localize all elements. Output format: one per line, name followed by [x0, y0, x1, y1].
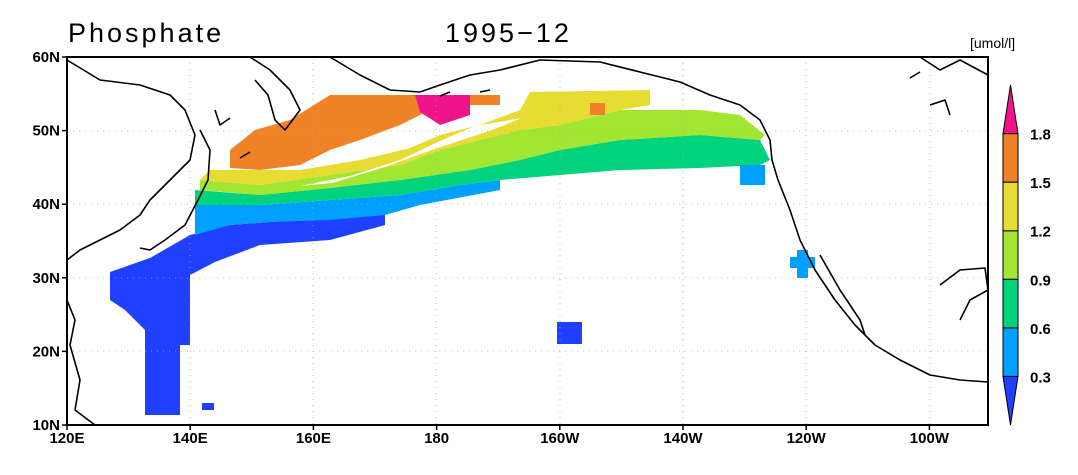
colorbar-label: 0.9 [1030, 272, 1051, 289]
coast-mexico [819, 254, 989, 336]
lon-label: 180 [424, 430, 449, 447]
field [110, 210, 385, 415]
lon-label: 140E [173, 430, 208, 447]
field [230, 95, 500, 170]
colorbar-label: 0.6 [1030, 321, 1051, 338]
field-gap [300, 118, 522, 186]
colorbar-label: 1.8 [1030, 127, 1051, 144]
colorbar-segment [1002, 181, 1019, 232]
lat-label: 50N [32, 123, 60, 140]
lon-label: 140W [663, 430, 703, 447]
colorbar-segment [1002, 230, 1019, 280]
title: Phosphate [68, 18, 224, 48]
lat-label: 20N [32, 343, 60, 360]
lon-label: 120E [49, 430, 84, 447]
colorbar-label: 1.5 [1030, 175, 1051, 192]
field [557, 322, 582, 344]
lat-label: 10N [32, 417, 60, 434]
lon-label: 160W [540, 430, 580, 447]
lon-label: 100W [910, 430, 950, 447]
colorbar-label: 1.2 [1030, 224, 1051, 241]
field [195, 180, 500, 235]
date: 1995−12 [445, 18, 572, 48]
coast-japan [139, 109, 231, 251]
field [415, 95, 470, 125]
field [195, 135, 770, 205]
field [740, 165, 765, 185]
lat-label: 30N [32, 270, 60, 287]
plot-frame [66, 56, 989, 426]
colorbar-label: 0.3 [1030, 369, 1051, 386]
lon-label: 160E [296, 430, 331, 447]
colorbar-segment [1002, 327, 1019, 377]
colorbar-segment [1002, 84, 1019, 135]
lat-label: 60N [32, 49, 60, 66]
lon-label: 120W [787, 430, 827, 447]
coast-asia [66, 59, 196, 426]
lat-label: 40N [32, 196, 60, 213]
colorbar-segment [1002, 375, 1019, 426]
field [202, 403, 214, 410]
field [200, 110, 765, 195]
data-field [110, 90, 815, 415]
coast-aleutian [239, 89, 491, 159]
colorbar-segment [1002, 278, 1019, 329]
coast-alaska [329, 56, 989, 383]
field [590, 103, 605, 115]
coast-canada [909, 56, 989, 116]
colorbar-segment [1002, 133, 1019, 183]
coastlines [66, 56, 989, 426]
field [200, 90, 650, 185]
unit: [umol/l] [970, 35, 1015, 51]
gridlines [67, 57, 988, 425]
coast-kamchatka [249, 56, 301, 131]
